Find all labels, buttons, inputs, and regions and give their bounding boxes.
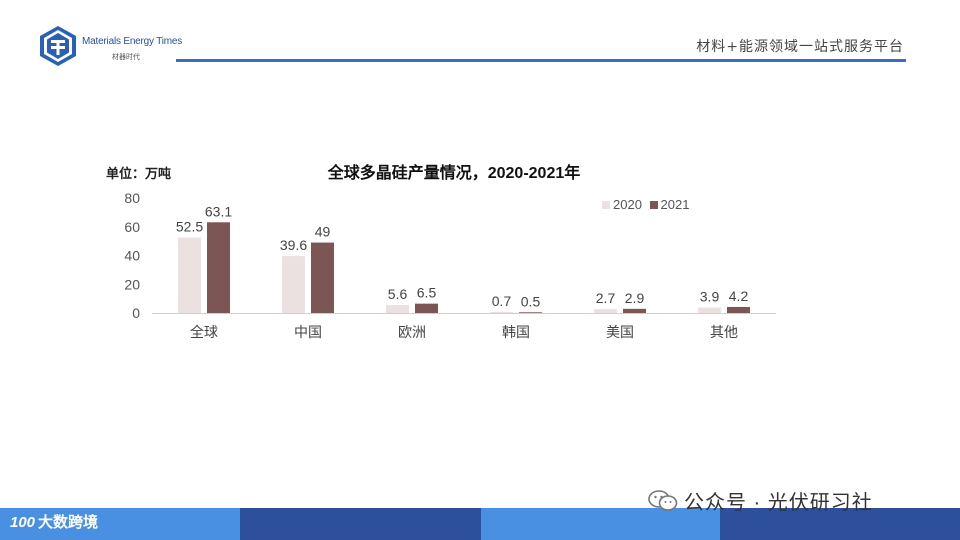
y-tick-label: 60 [124, 219, 140, 235]
brand-logo-icon [40, 26, 76, 66]
y-tick-label: 40 [124, 248, 140, 264]
x-category-label: 美国 [606, 325, 634, 341]
legend-item-2020: 2020 [602, 197, 642, 212]
header-divider [176, 59, 906, 62]
chart-legend: 2020 2021 [602, 197, 693, 212]
footer-brand: 100 大数跨境 [10, 511, 98, 532]
bar-2021 [311, 242, 334, 313]
data-label-2020: 5.6 [388, 286, 408, 302]
footer-brand-name: 大数跨境 [38, 514, 99, 531]
wechat-account-name: 公众号 · 光伏研习社 [684, 492, 873, 514]
footer-segment-1 [0, 508, 240, 540]
data-label-2020: 52.5 [176, 219, 203, 235]
footer-segment-3 [481, 508, 720, 540]
y-tick-label: 80 [124, 190, 140, 206]
x-category-label: 全球 [190, 324, 218, 341]
footer-segment-2 [240, 508, 481, 540]
chart-title-wrap: 全球多晶硅产量情况，2020-2021年 [0, 159, 960, 183]
data-label-2020: 0.7 [492, 293, 512, 309]
footer-brand-mark: 100 [10, 514, 36, 531]
data-label-2021: 4.2 [729, 288, 749, 304]
legend-label-2021: 2021 [660, 197, 690, 212]
x-category-label: 中国 [294, 325, 322, 341]
bar-2020 [594, 309, 617, 313]
chart-unit-label: 单位：万吨 [106, 166, 172, 181]
bar-2020 [698, 307, 721, 313]
y-tick-label: 20 [124, 276, 140, 292]
brand-name-en: Materials Energy Times [82, 36, 183, 47]
legend-item-2021: 2021 [649, 197, 690, 212]
legend-label-2020: 2020 [613, 197, 642, 212]
data-label-2020: 3.9 [700, 288, 720, 304]
wechat-account: 公众号 · 光伏研习社 [648, 486, 873, 515]
bar-2020 [282, 256, 305, 313]
bar-2021 [415, 303, 438, 313]
header-tagline: 材料+能源领域一站式服务平台 [696, 39, 904, 55]
data-label-2021: 49 [315, 224, 331, 240]
x-category-label: 韩国 [502, 325, 530, 341]
chart-title: 全球多晶硅产量情况，2020-2021年 [327, 165, 581, 182]
footer-segment-4 [720, 508, 960, 540]
data-label-2021: 0.5 [521, 293, 541, 309]
bar-2021 [519, 312, 542, 314]
legend-swatch-2020 [602, 201, 610, 209]
wechat-icon [648, 490, 678, 511]
data-label-2020: 39.6 [280, 237, 307, 253]
bar-2021 [623, 308, 646, 313]
x-category-label: 欧洲 [398, 325, 426, 341]
data-label-2021: 6.5 [417, 285, 437, 301]
data-label-2021: 63.1 [205, 203, 232, 219]
brand-name-cn: 材器时代 [112, 54, 140, 61]
y-tick-label: 0 [132, 305, 140, 321]
legend-swatch-2021 [649, 201, 658, 209]
bar-2020 [490, 311, 513, 313]
bar-2020 [386, 304, 409, 313]
data-label-2020: 2.7 [596, 290, 616, 306]
bar-2021 [727, 306, 750, 313]
bar-2021 [207, 222, 230, 313]
data-label-2021: 2.9 [625, 290, 645, 306]
bar-2020 [178, 237, 201, 313]
x-category-label: 其他 [710, 325, 738, 341]
